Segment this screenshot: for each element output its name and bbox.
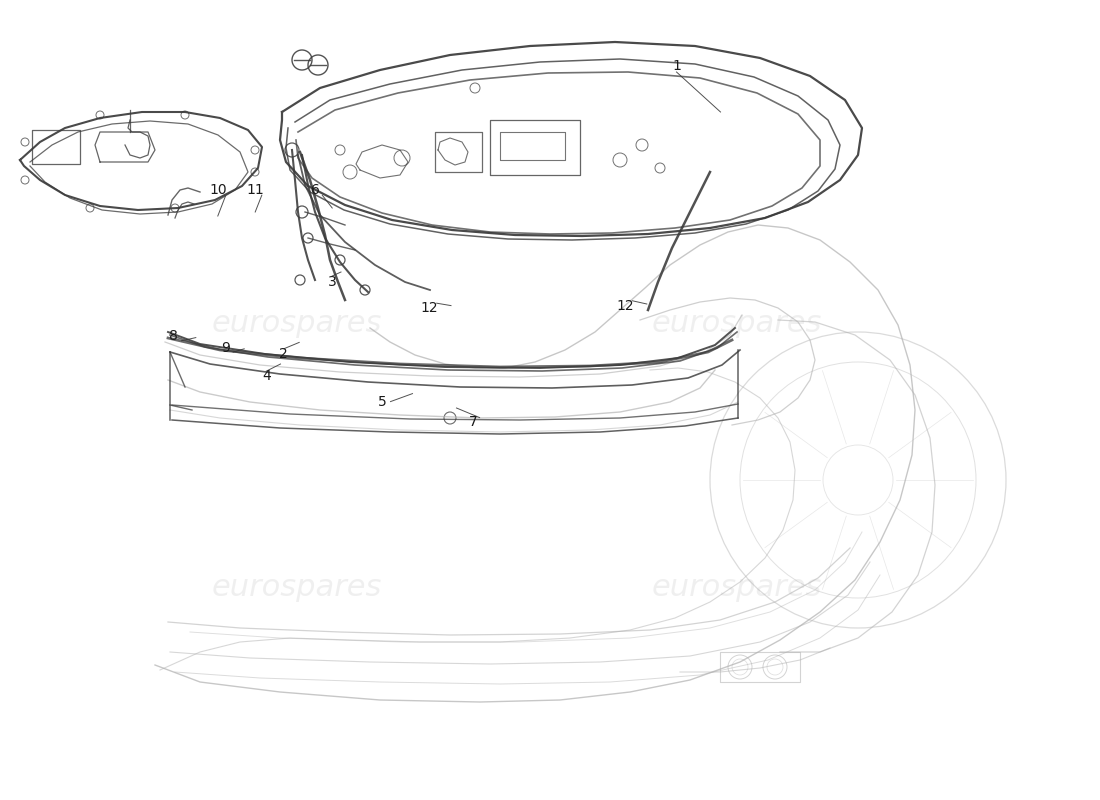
Text: eurospares: eurospares	[212, 310, 382, 338]
Text: 2: 2	[279, 346, 288, 361]
Text: 7: 7	[469, 415, 477, 430]
Text: 9: 9	[221, 341, 230, 355]
Text: eurospares: eurospares	[212, 574, 382, 602]
Text: 5: 5	[378, 394, 387, 409]
Text: 6: 6	[311, 183, 320, 198]
Text: 12: 12	[616, 298, 634, 313]
Text: 3: 3	[328, 274, 337, 289]
Text: 10: 10	[209, 183, 227, 198]
Text: 4: 4	[262, 369, 271, 383]
Text: eurospares: eurospares	[652, 310, 822, 338]
Text: 12: 12	[420, 301, 438, 315]
Text: 11: 11	[246, 183, 264, 198]
Text: 8: 8	[169, 329, 178, 343]
Text: eurospares: eurospares	[652, 574, 822, 602]
Text: 1: 1	[672, 58, 681, 73]
